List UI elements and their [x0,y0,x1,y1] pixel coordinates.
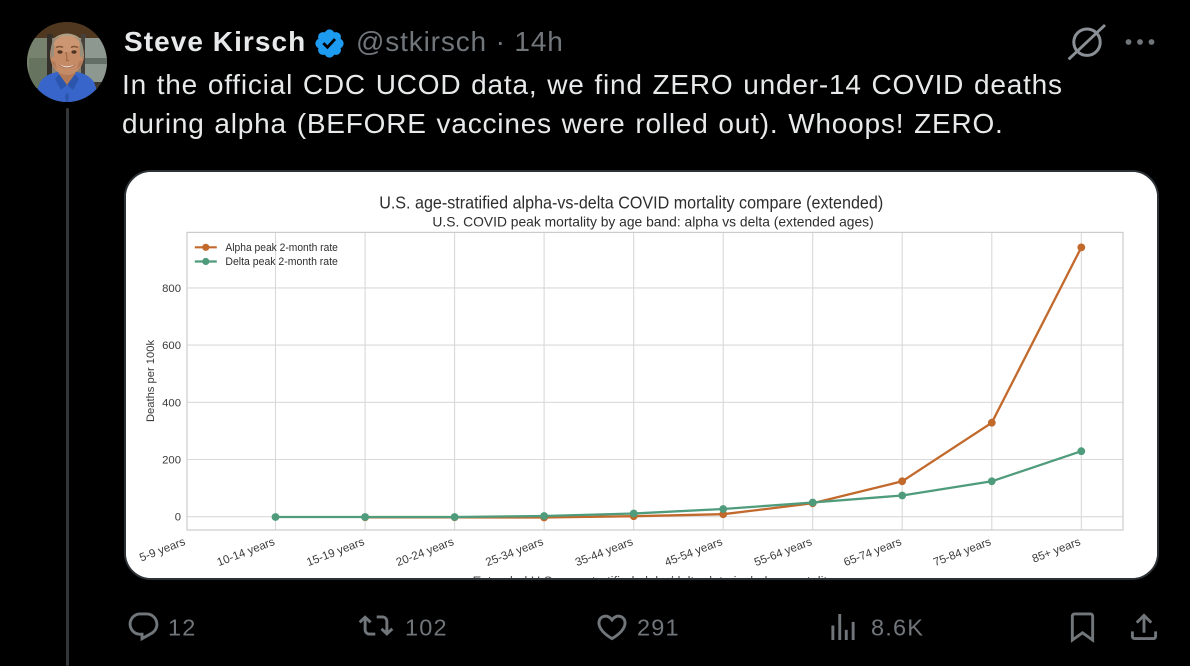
svg-text:102: 102 [405,615,448,641]
svg-text:8.6K: 8.6K [871,615,924,641]
svg-text:Deaths per 100k: Deaths per 100k [145,340,157,422]
svg-text:200: 200 [162,455,181,467]
svg-text:600: 600 [162,340,181,352]
svg-text:0: 0 [175,512,181,524]
svg-text:Extended U.S. age-stratified a: Extended U.S. age-stratified alpha/delta… [473,574,834,578]
svg-text:U.S. COVID peak mortality by a: U.S. COVID peak mortality by age band: a… [432,213,873,229]
svg-text:400: 400 [162,397,181,409]
svg-text:12: 12 [168,615,197,641]
svg-text:Alpha peak 2-month rate: Alpha peak 2-month rate [225,242,338,254]
svg-text:800: 800 [162,283,181,295]
svg-text:291: 291 [637,615,680,641]
svg-text:U.S. age-stratified alpha-vs-d: U.S. age-stratified alpha-vs-delta COVID… [379,193,883,213]
svg-text:Delta peak 2-month rate: Delta peak 2-month rate [225,256,338,268]
